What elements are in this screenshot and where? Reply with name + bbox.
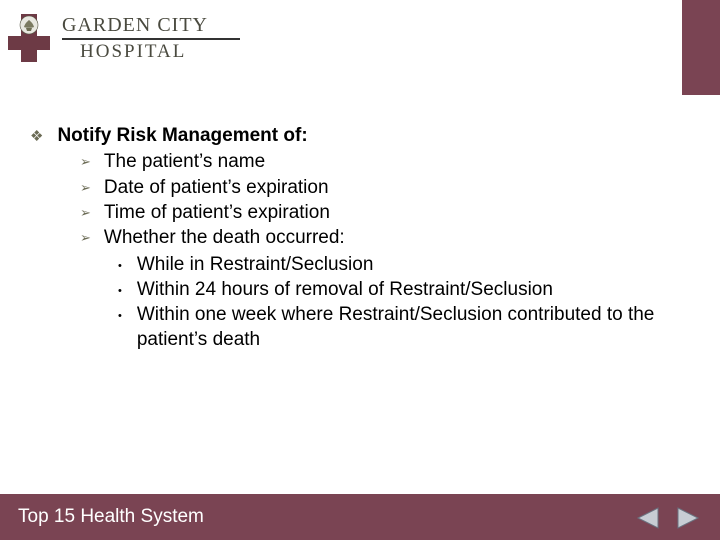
arrow-bullet-icon: ➢ [80, 180, 91, 197]
cross-icon [18, 14, 56, 62]
list-item-text: Within one week where Restraint/Seclusio… [137, 303, 670, 352]
list-item-text: While in Restraint/Seclusion [137, 253, 670, 277]
list-item: • Within one week where Restraint/Seclus… [118, 303, 670, 352]
sub-list: ➢ The patient’s name ➢ Date of patient’s… [80, 150, 670, 250]
list-item: • While in Restraint/Seclusion [118, 253, 670, 277]
list-item-text: Date of patient’s expiration [104, 176, 329, 200]
hospital-name: GARDEN CITY HOSPITAL [62, 14, 240, 63]
hospital-name-line1: GARDEN CITY [62, 14, 240, 40]
dot-bullet-icon: • [118, 284, 122, 298]
sub-sub-list: • While in Restraint/Seclusion • Within … [118, 253, 670, 352]
list-item: ➢ Date of patient’s expiration [80, 176, 670, 200]
list-item-text: Whether the death occurred: [104, 226, 345, 250]
dot-bullet-icon: • [118, 309, 122, 323]
list-item-text: The patient’s name [104, 150, 265, 174]
right-stripe [682, 0, 720, 95]
list-item-text: Within 24 hours of removal of Restraint/… [137, 278, 670, 302]
list-item: ➢ The patient’s name [80, 150, 670, 174]
footer-text: Top 15 Health System [18, 506, 204, 528]
hospital-name-line2: HOSPITAL [62, 41, 240, 63]
list-item: ➢ Whether the death occurred: [80, 226, 670, 250]
list-item: ➢ Time of patient’s expiration [80, 201, 670, 225]
arrow-bullet-icon: ➢ [80, 154, 91, 171]
list-item-text: Time of patient’s expiration [104, 201, 330, 225]
diamond-bullet-icon: ❖ [30, 127, 43, 146]
header-logo: GARDEN CITY HOSPITAL [18, 14, 240, 63]
main-heading: Notify Risk Management of: [57, 124, 307, 148]
next-button[interactable] [674, 506, 702, 530]
main-bullet: ❖ Notify Risk Management of: [30, 124, 670, 148]
dot-bullet-icon: • [118, 259, 122, 273]
arrow-bullet-icon: ➢ [80, 230, 91, 247]
prev-button[interactable] [634, 506, 662, 530]
list-item: • Within 24 hours of removal of Restrain… [118, 278, 670, 302]
footer-bar: Top 15 Health System [0, 494, 720, 540]
arrow-bullet-icon: ➢ [80, 205, 91, 222]
emblem-icon [18, 14, 40, 36]
slide-content: ❖ Notify Risk Management of: ➢ The patie… [30, 124, 670, 353]
nav-buttons [634, 506, 702, 530]
